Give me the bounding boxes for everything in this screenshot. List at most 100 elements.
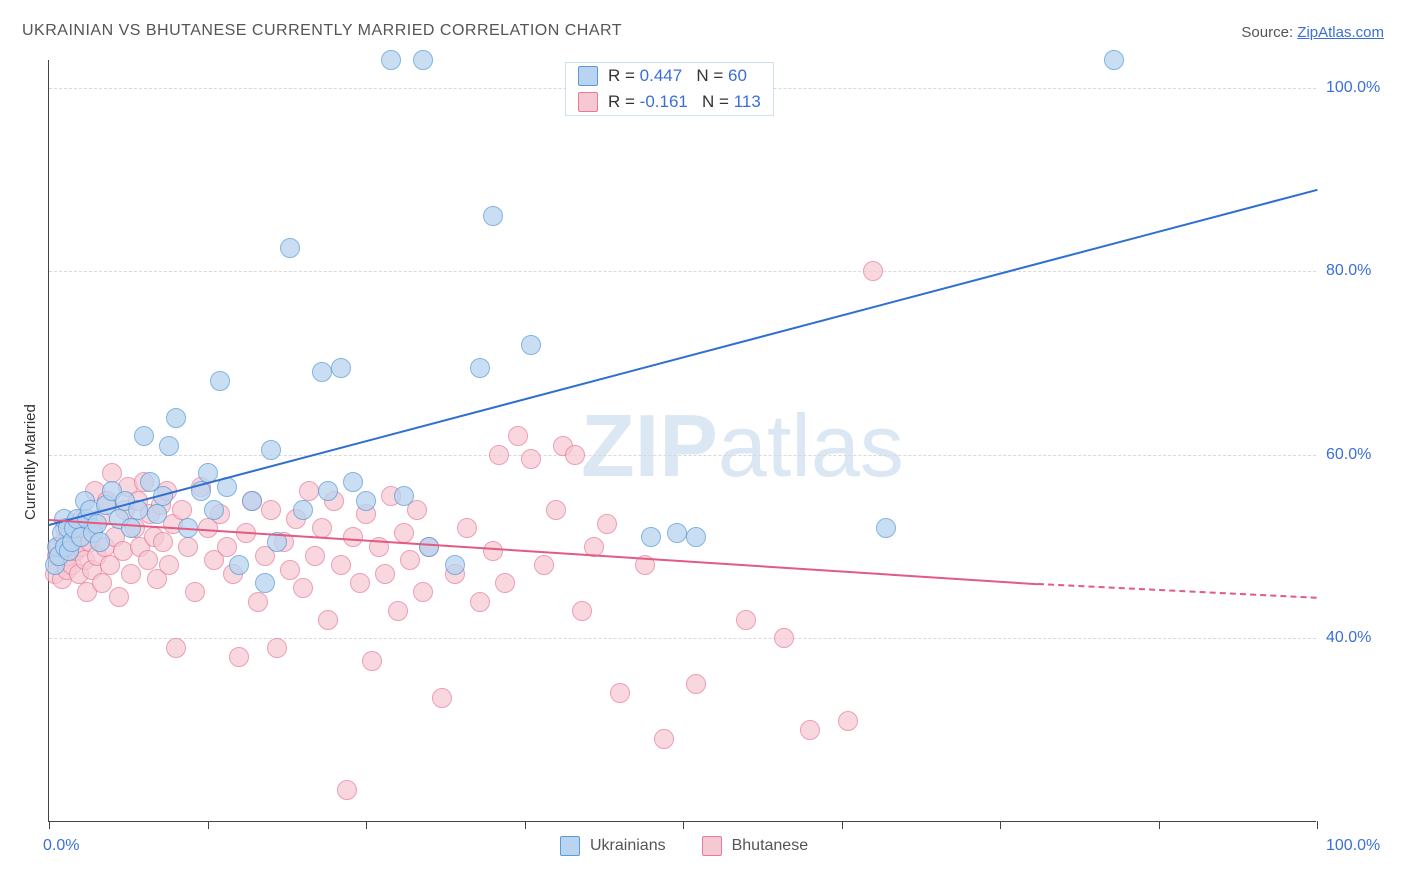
data-point — [343, 472, 363, 492]
data-point — [153, 532, 173, 552]
ytick-label: 40.0% — [1326, 629, 1406, 647]
data-point — [217, 537, 237, 557]
data-point — [159, 555, 179, 575]
data-point — [565, 445, 585, 465]
data-point — [248, 592, 268, 612]
data-point — [610, 683, 630, 703]
data-point — [293, 500, 313, 520]
legend-row-bhutanese: R = -0.161 N = 113 — [566, 89, 773, 115]
data-point — [312, 518, 332, 538]
data-point — [318, 481, 338, 501]
data-point — [800, 720, 820, 740]
data-point — [654, 729, 674, 749]
data-point — [121, 518, 141, 538]
xtick — [49, 821, 50, 829]
data-point — [337, 780, 357, 800]
data-point — [261, 440, 281, 460]
data-point — [774, 628, 794, 648]
data-point — [667, 523, 687, 543]
data-point — [597, 514, 617, 534]
x-min-label: 0.0% — [43, 837, 79, 855]
data-point — [534, 555, 554, 575]
gridline-h — [49, 455, 1316, 456]
data-point — [172, 500, 192, 520]
data-point — [305, 546, 325, 566]
data-point — [445, 555, 465, 575]
chart-container: UKRAINIAN VS BHUTANESE CURRENTLY MARRIED… — [0, 0, 1406, 892]
gridline-h — [49, 271, 1316, 272]
data-point — [92, 573, 112, 593]
swatch-bhutanese — [578, 92, 598, 112]
data-point — [457, 518, 477, 538]
data-point — [229, 647, 249, 667]
xtick — [1159, 821, 1160, 829]
chart-title: UKRAINIAN VS BHUTANESE CURRENTLY MARRIED… — [22, 22, 622, 40]
data-point — [413, 582, 433, 602]
plot-area: ZIPatlas 40.0%60.0%80.0%100.0%0.0%100.0% — [48, 60, 1316, 822]
data-point — [863, 261, 883, 281]
legend-item-ukrainians: Ukrainians — [560, 836, 666, 856]
data-point — [572, 601, 592, 621]
data-point — [121, 564, 141, 584]
data-point — [419, 537, 439, 557]
data-point — [686, 674, 706, 694]
data-point — [483, 541, 503, 561]
data-point — [350, 573, 370, 593]
data-point — [255, 573, 275, 593]
r-value-bhutanese: -0.161 — [640, 92, 688, 111]
watermark-bold: ZIP — [581, 396, 718, 495]
source-link[interactable]: ZipAtlas.com — [1297, 24, 1384, 41]
data-point — [641, 527, 661, 547]
watermark-thin: atlas — [718, 396, 904, 495]
xtick — [208, 821, 209, 829]
data-point — [838, 711, 858, 731]
data-point — [495, 573, 515, 593]
ytick-label: 60.0% — [1326, 446, 1406, 464]
data-point — [109, 587, 129, 607]
xtick — [1317, 821, 1318, 829]
x-max-label: 100.0% — [1326, 837, 1406, 855]
trend-line — [1038, 583, 1317, 599]
xtick — [525, 821, 526, 829]
data-point — [686, 527, 706, 547]
data-point — [388, 601, 408, 621]
swatch-ukrainians — [578, 66, 598, 86]
data-point — [400, 550, 420, 570]
data-point — [293, 578, 313, 598]
source-label: Source: — [1241, 24, 1293, 41]
data-point — [318, 610, 338, 630]
data-point — [166, 408, 186, 428]
data-point — [159, 436, 179, 456]
xtick — [1000, 821, 1001, 829]
data-point — [394, 486, 414, 506]
data-point — [508, 426, 528, 446]
series-legend: Ukrainians Bhutanese — [560, 836, 808, 856]
data-point — [331, 358, 351, 378]
swatch-ukrainians-bottom — [560, 836, 580, 856]
data-point — [178, 537, 198, 557]
gridline-h — [49, 638, 1316, 639]
data-point — [138, 550, 158, 570]
data-point — [210, 371, 230, 391]
data-point — [521, 449, 541, 469]
legend-text-ukrainians: R = 0.447 N = 60 — [608, 66, 747, 86]
data-point — [166, 638, 186, 658]
legend-text-bhutanese: R = -0.161 N = 113 — [608, 92, 761, 112]
data-point — [356, 491, 376, 511]
swatch-bhutanese-bottom — [702, 836, 722, 856]
data-point — [470, 358, 490, 378]
data-point — [90, 532, 110, 552]
legend-row-ukrainians: R = 0.447 N = 60 — [566, 63, 773, 89]
legend-label-bhutanese: Bhutanese — [732, 837, 809, 855]
ytick-label: 100.0% — [1326, 79, 1406, 97]
legend-item-bhutanese: Bhutanese — [702, 836, 809, 856]
data-point — [432, 688, 452, 708]
data-point — [375, 564, 395, 584]
xtick — [683, 821, 684, 829]
data-point — [470, 592, 490, 612]
trend-line — [49, 189, 1317, 526]
data-point — [134, 426, 154, 446]
data-point — [546, 500, 566, 520]
ytick-label: 80.0% — [1326, 262, 1406, 280]
data-point — [312, 362, 332, 382]
